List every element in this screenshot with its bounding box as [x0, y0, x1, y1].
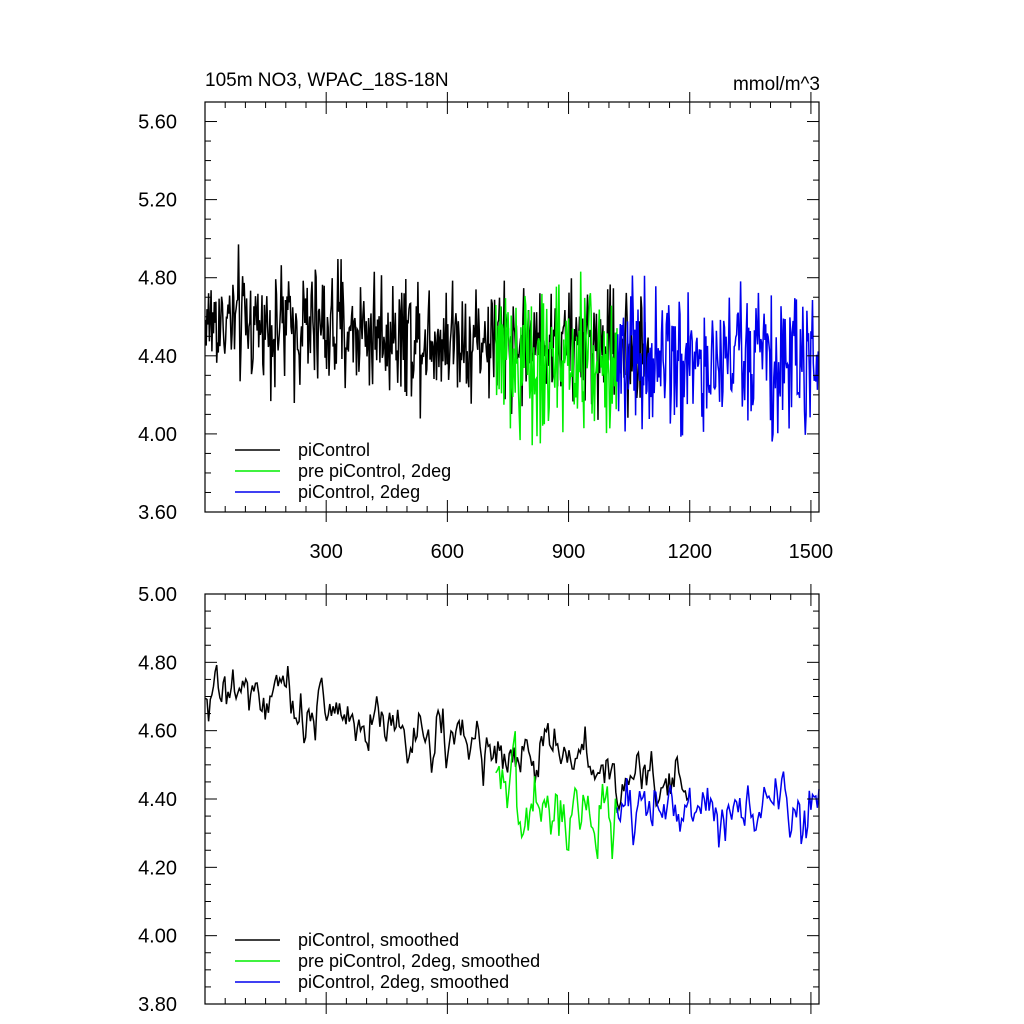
series-line-picontrol-2deg — [616, 275, 819, 442]
series-line-pre-picontrol-2deg — [495, 271, 618, 446]
legend-label: piControl, 2deg — [298, 482, 420, 502]
top-panel-title: 105m NO3, WPAC_18S-18N — [205, 70, 449, 91]
y-tick-label: 4.60 — [138, 721, 177, 743]
legend-label: pre piControl, 2deg — [298, 461, 451, 481]
bottom-panel: 3.80 4.00 4.20 4.40 4.60 4.80 5.00 piControl, … — [138, 584, 820, 1016]
y-tick-label: 4.80 — [138, 652, 177, 674]
bottom-series-group — [205, 664, 820, 860]
top-ticks-group: 3.60 4.00 4.40 4.80 5.20 5.60 300 600 900 1200 150… — [138, 92, 833, 563]
y-tick-label: 4.40 — [138, 346, 177, 368]
top-plot-frame — [204, 101, 820, 513]
x-tick-label: 1500 — [789, 541, 834, 563]
bottom-plot-frame — [204, 593, 820, 1005]
top-series-group — [204, 244, 819, 446]
legend-label: pre piControl, 2deg, smoothed — [298, 951, 540, 971]
y-tick-label: 4.80 — [138, 268, 177, 290]
series-line-picontrol-2deg-smoothed — [616, 771, 820, 848]
series-line-picontrol-smoothed — [205, 664, 689, 812]
series-line-pre-picontrol-2deg-smoothed — [495, 731, 618, 860]
x-tick-label: 300 — [309, 541, 342, 563]
x-tick-label: 900 — [552, 541, 585, 563]
y-tick-label: 5.60 — [138, 112, 177, 134]
y-tick-label: 4.20 — [138, 857, 177, 879]
legend-label: piControl, smoothed — [298, 930, 459, 950]
y-tick-label: 4.00 — [138, 926, 177, 948]
top-panel-units: mmol/m^3 — [733, 74, 820, 95]
y-tick-label: 3.80 — [138, 994, 177, 1016]
y-tick-label: 5.00 — [138, 584, 177, 606]
y-tick-label: 4.00 — [138, 424, 177, 446]
y-tick-label: 5.20 — [138, 190, 177, 212]
top-panel: 105m NO3, WPAC_18S-18N mmol/m^3 3.60 4.00… — [138, 70, 833, 563]
legend-label: piControl — [298, 440, 370, 460]
y-tick-label: 3.60 — [138, 502, 177, 524]
x-tick-label: 1200 — [667, 541, 712, 563]
legend-label: piControl, 2deg, smoothed — [298, 972, 509, 992]
y-tick-label: 4.40 — [138, 789, 177, 811]
x-tick-label: 600 — [431, 541, 464, 563]
series-line-picontrol — [204, 244, 650, 420]
bottom-ticks-group: 3.80 4.00 4.20 4.40 4.60 4.80 5.00 — [138, 584, 819, 1016]
